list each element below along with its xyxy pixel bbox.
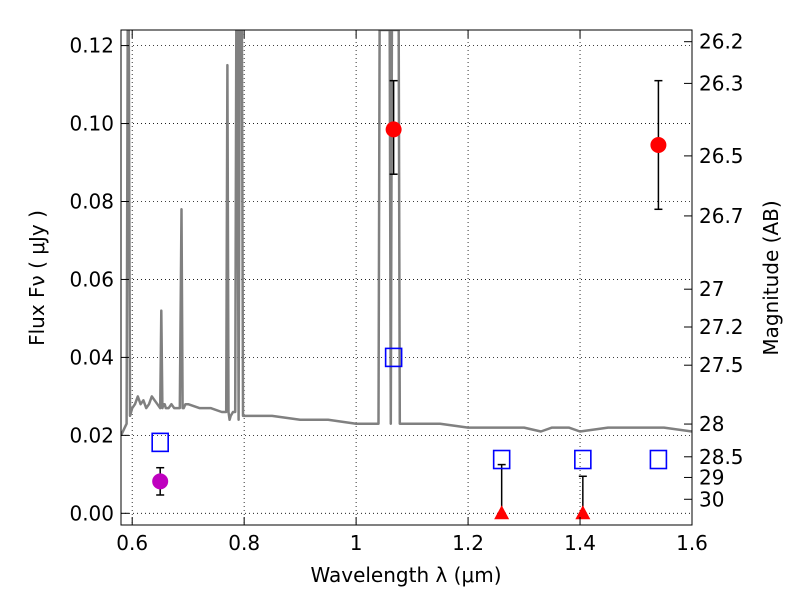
y-tick-label: 0.06	[69, 267, 114, 291]
y2-tick-label: 27.5	[699, 353, 744, 377]
y2-tick-label: 29	[699, 465, 724, 489]
x-tick-label: 0.8	[228, 531, 260, 555]
upper-limit-marker	[575, 505, 591, 520]
plot-frame	[120, 29, 693, 526]
y-tick-label: 0.02	[69, 423, 114, 447]
y-tick-label: 0.12	[69, 34, 114, 58]
y2-axis-label: Magnitude (AB)	[759, 200, 783, 355]
model-point	[492, 449, 511, 470]
model-point	[649, 449, 668, 470]
data-point	[385, 121, 402, 138]
plot-area	[121, 30, 692, 525]
data-markers	[151, 79, 668, 520]
model-point	[384, 347, 403, 368]
y2-tick-label: 26.7	[699, 204, 744, 228]
y2-tick-label: 26.5	[699, 144, 744, 168]
axis-ticks: 0.6 0.8 1 1.2 1.4 1.6 0.00 0.02 0.04 0.06 0.08 0.10…	[69, 30, 743, 555]
x-tick-label: 0.6	[116, 531, 148, 555]
y2-tick-label: 30	[699, 487, 724, 511]
y2-tick-label: 28	[699, 412, 724, 436]
x-tick-label: 1.6	[676, 531, 708, 555]
x-tick-label: 1.2	[452, 531, 484, 555]
sed-model-line	[121, 30, 692, 436]
sed-model-layer	[121, 30, 692, 436]
y-tick-label: 0.10	[69, 112, 114, 136]
y-tick-label: 0.00	[69, 501, 114, 525]
y-axis-label: Flux Fν ( μJy )	[25, 210, 49, 346]
model-point	[151, 432, 169, 453]
y2-tick-label: 27	[699, 277, 724, 301]
x-tick-label: 1.4	[564, 531, 596, 555]
y-tick-label: 0.04	[69, 345, 114, 369]
y-tick-label: 0.08	[69, 189, 114, 213]
x-tick-label: 1	[350, 531, 363, 555]
data-point	[152, 473, 169, 490]
y2-tick-label: 26.2	[699, 30, 744, 54]
y2-tick-label: 27.2	[699, 315, 744, 339]
model-point	[574, 449, 592, 470]
data-point	[650, 136, 667, 153]
upper-limit-marker	[494, 505, 510, 520]
x-axis-label: Wavelength λ (μm)	[310, 563, 501, 587]
y2-tick-label: 28.5	[699, 445, 744, 469]
y2-tick-label: 26.3	[699, 71, 744, 95]
